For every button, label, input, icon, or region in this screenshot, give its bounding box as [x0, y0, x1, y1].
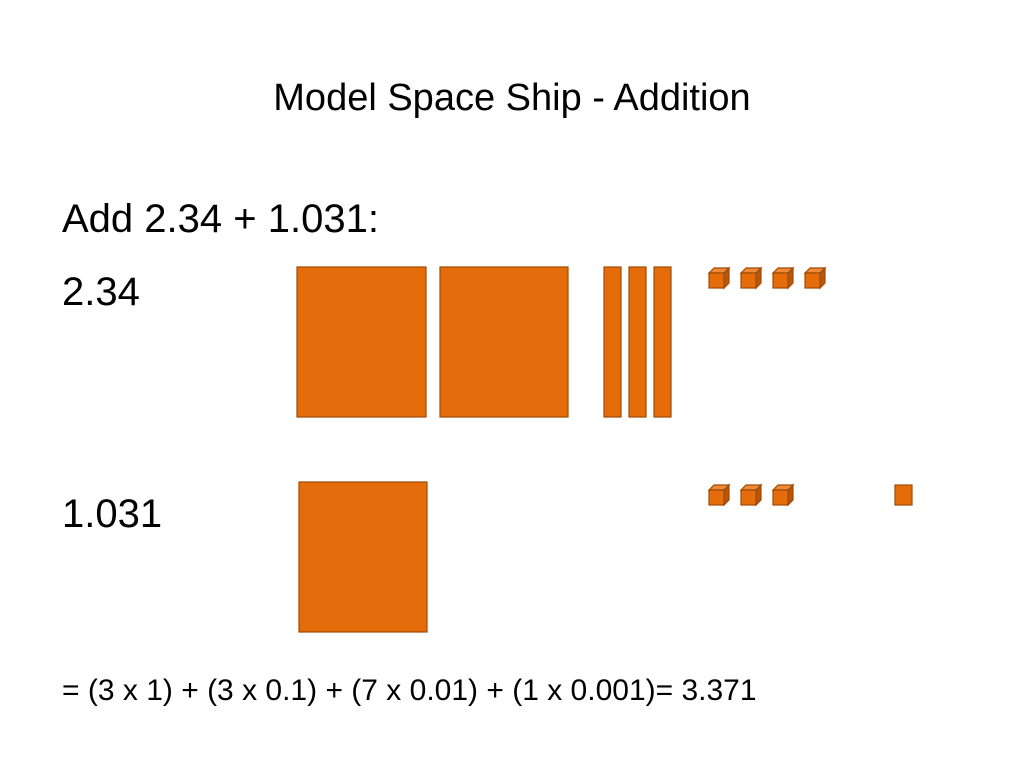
hundredth-cube — [772, 484, 794, 506]
second-number: 1.031 — [62, 492, 162, 536]
hundredth-cube — [740, 484, 762, 506]
prompt: Add 2.34 + 1.031: — [62, 197, 379, 241]
hundredth-cube — [804, 267, 826, 289]
first-number: 2.34 — [62, 270, 140, 314]
slide-title: Model Space Ship - Addition — [273, 77, 750, 119]
hundredth-cube — [740, 267, 762, 289]
tenth-rod — [603, 266, 622, 418]
unit-flat — [296, 266, 427, 418]
hundredth-cube — [772, 267, 794, 289]
thousandth-piece — [894, 484, 913, 506]
result-equation: = (3 x 1) + (3 x 0.1) + (7 x 0.01) + (1 … — [62, 674, 757, 707]
tenth-rod — [653, 266, 672, 418]
unit-flat — [298, 481, 428, 633]
hundredth-cube — [708, 484, 730, 506]
tenth-rod — [628, 266, 647, 418]
unit-flat — [439, 266, 569, 418]
hundredth-cube — [708, 267, 730, 289]
